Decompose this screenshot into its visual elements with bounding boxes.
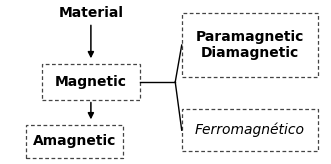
FancyBboxPatch shape — [182, 109, 318, 151]
Text: Magnetic: Magnetic — [55, 75, 127, 89]
Text: Material: Material — [58, 6, 123, 20]
Text: Ferromagnético: Ferromagnético — [195, 123, 305, 137]
FancyBboxPatch shape — [182, 13, 318, 77]
FancyBboxPatch shape — [42, 64, 140, 100]
Text: Amagnetic: Amagnetic — [33, 134, 117, 148]
FancyBboxPatch shape — [26, 125, 123, 158]
Text: Paramagnetic
Diamagnetic: Paramagnetic Diamagnetic — [196, 30, 304, 60]
